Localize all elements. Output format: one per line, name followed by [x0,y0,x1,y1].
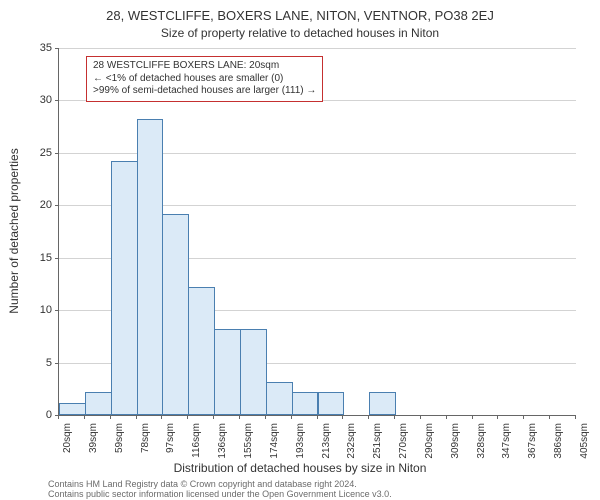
histogram-bar [318,392,345,415]
x-tick-label: 309sqm [450,423,461,483]
histogram-bar [214,329,241,415]
footer-line-2: Contains public sector information licen… [48,489,392,499]
x-tick-mark [136,415,137,419]
histogram-bar [59,403,86,415]
y-axis-label: Number of detached properties [7,148,21,313]
y-tick-label: 0 [46,409,52,421]
x-tick-label: 193sqm [295,423,306,483]
y-tick-label: 35 [40,42,52,54]
x-tick-mark [342,415,343,419]
x-tick-mark [161,415,162,419]
x-tick-label: 251sqm [372,423,383,483]
x-tick-label: 405sqm [579,423,590,483]
x-tick-label: 270sqm [398,423,409,483]
x-tick-mark [523,415,524,419]
page-title: 28, WESTCLIFFE, BOXERS LANE, NITON, VENT… [0,8,600,23]
x-tick-label: 78sqm [140,423,151,483]
x-tick-label: 136sqm [217,423,228,483]
histogram-bar [162,214,189,415]
x-tick-mark [187,415,188,419]
x-tick-mark [575,415,576,419]
x-tick-label: 386sqm [553,423,564,483]
x-tick-label: 39sqm [88,423,99,483]
x-tick-label: 116sqm [191,423,202,483]
x-tick-label: 328sqm [476,423,487,483]
x-tick-label: 347sqm [501,423,512,483]
x-tick-mark [265,415,266,419]
x-tick-label: 97sqm [165,423,176,483]
annotation-line-2: ← <1% of detached houses are smaller (0) [93,73,316,86]
histogram-bar [137,119,164,415]
x-tick-label: 59sqm [114,423,125,483]
gridline [59,48,576,49]
y-tick-mark [55,48,59,49]
y-tick-mark [55,258,59,259]
y-tick-mark [55,310,59,311]
x-tick-mark [317,415,318,419]
y-tick-label: 10 [40,304,52,316]
x-tick-mark [549,415,550,419]
x-tick-mark [84,415,85,419]
y-tick-mark [55,100,59,101]
x-tick-mark [420,415,421,419]
x-tick-label: 232sqm [346,423,357,483]
x-tick-mark [446,415,447,419]
x-tick-mark [110,415,111,419]
annotation-line-3: >99% of semi-detached houses are larger … [93,85,316,98]
x-tick-mark [394,415,395,419]
x-tick-label: 367sqm [527,423,538,483]
x-tick-label: 174sqm [269,423,280,483]
histogram-bar [188,287,215,415]
x-tick-label: 213sqm [321,423,332,483]
page-subtitle: Size of property relative to detached ho… [0,26,600,40]
y-tick-mark [55,363,59,364]
x-tick-mark [213,415,214,419]
x-tick-mark [497,415,498,419]
histogram-bar [369,392,396,415]
y-tick-label: 5 [46,357,52,369]
x-tick-mark [239,415,240,419]
x-tick-area [58,415,575,419]
histogram-bar [292,392,319,415]
chart-plot-area [58,48,576,416]
y-tick-mark [55,153,59,154]
histogram-bar [111,161,138,415]
histogram-bar [266,382,293,415]
y-tick-label: 25 [40,147,52,159]
x-tick-label: 20sqm [62,423,73,483]
y-tick-label: 15 [40,252,52,264]
x-tick-label: 155sqm [243,423,254,483]
x-tick-mark [58,415,59,419]
y-tick-mark [55,205,59,206]
x-tick-mark [472,415,473,419]
x-tick-mark [368,415,369,419]
x-tick-mark [291,415,292,419]
x-tick-label: 290sqm [424,423,435,483]
histogram-bar [85,392,112,415]
annotation-line-1: 28 WESTCLIFFE BOXERS LANE: 20sqm [93,60,316,73]
y-tick-label: 30 [40,94,52,106]
histogram-bar [240,329,267,415]
y-tick-label: 20 [40,199,52,211]
annotation-box: 28 WESTCLIFFE BOXERS LANE: 20sqm ← <1% o… [86,56,323,102]
